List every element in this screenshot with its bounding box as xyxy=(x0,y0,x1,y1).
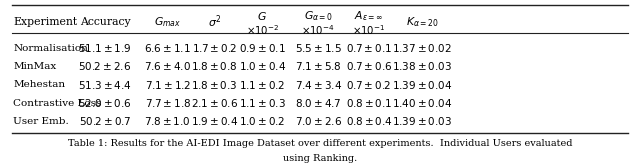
Text: $1.39 \pm 0.03$: $1.39 \pm 0.03$ xyxy=(392,115,452,127)
Text: $7.0 \pm 2.6$: $7.0 \pm 2.6$ xyxy=(294,115,342,127)
Text: $1.7 \pm 0.2$: $1.7 \pm 0.2$ xyxy=(192,42,237,54)
Text: $K_{\alpha=20}$: $K_{\alpha=20}$ xyxy=(406,15,438,29)
Text: $1.1 \pm 0.3$: $1.1 \pm 0.3$ xyxy=(239,97,285,109)
Text: $8.0 \pm 4.7$: $8.0 \pm 4.7$ xyxy=(295,97,341,109)
Text: $1.0 \pm 0.4$: $1.0 \pm 0.4$ xyxy=(239,60,285,72)
Text: $1.40 \pm 0.04$: $1.40 \pm 0.04$ xyxy=(392,97,452,109)
Text: $G$: $G$ xyxy=(257,10,267,22)
Text: $51.1 \pm 1.9$: $51.1 \pm 1.9$ xyxy=(78,42,132,54)
Text: Mehestan: Mehestan xyxy=(13,80,65,89)
Text: $7.6 \pm 4.0$: $7.6 \pm 4.0$ xyxy=(145,60,191,72)
Text: $0.7 \pm 0.2$: $0.7 \pm 0.2$ xyxy=(346,79,392,91)
Text: Normalisation: Normalisation xyxy=(13,43,88,52)
Text: Table 1: Results for the AI-EDI Image Dataset over different experiments.  Indiv: Table 1: Results for the AI-EDI Image Da… xyxy=(68,139,572,148)
Text: $A_{\epsilon=\infty}$: $A_{\epsilon=\infty}$ xyxy=(355,9,383,23)
Text: $G_{max}$: $G_{max}$ xyxy=(154,15,181,29)
Text: $1.39 \pm 0.04$: $1.39 \pm 0.04$ xyxy=(392,79,452,91)
Text: $1.37 \pm 0.02$: $1.37 \pm 0.02$ xyxy=(392,42,452,54)
Text: $1.8 \pm 0.8$: $1.8 \pm 0.8$ xyxy=(191,60,237,72)
Text: $1.0 \pm 0.2$: $1.0 \pm 0.2$ xyxy=(239,115,285,127)
Text: $1.9 \pm 0.4$: $1.9 \pm 0.4$ xyxy=(191,115,238,127)
Text: $\sigma^2$: $\sigma^2$ xyxy=(208,14,221,30)
Text: $0.7 \pm 0.6$: $0.7 \pm 0.6$ xyxy=(346,60,392,72)
Text: $6.6 \pm 1.1$: $6.6 \pm 1.1$ xyxy=(145,42,191,54)
Text: $1.1 \pm 0.2$: $1.1 \pm 0.2$ xyxy=(239,79,285,91)
Text: Accuracy: Accuracy xyxy=(79,17,131,27)
Text: $5.5 \pm 1.5$: $5.5 \pm 1.5$ xyxy=(294,42,342,54)
Text: Experiment: Experiment xyxy=(13,17,77,27)
Text: $7.8 \pm 1.0$: $7.8 \pm 1.0$ xyxy=(145,115,191,127)
Text: $50.2 \pm 2.6$: $50.2 \pm 2.6$ xyxy=(79,60,132,72)
Text: $\times10^{-1}$: $\times10^{-1}$ xyxy=(353,23,386,37)
Text: $G_{\alpha=0}$: $G_{\alpha=0}$ xyxy=(303,9,333,23)
Text: $0.8 \pm 0.4$: $0.8 \pm 0.4$ xyxy=(346,115,392,127)
Text: $0.7 \pm 0.1$: $0.7 \pm 0.1$ xyxy=(346,42,392,54)
Text: $7.4 \pm 3.4$: $7.4 \pm 3.4$ xyxy=(294,79,342,91)
Text: $0.8 \pm 0.1$: $0.8 \pm 0.1$ xyxy=(346,97,392,109)
Text: MinMax: MinMax xyxy=(13,62,56,71)
Text: $\times10^{-2}$: $\times10^{-2}$ xyxy=(246,23,279,37)
Text: $7.1 \pm 1.2$: $7.1 \pm 1.2$ xyxy=(145,79,191,91)
Text: $2.1 \pm 0.6$: $2.1 \pm 0.6$ xyxy=(191,97,238,109)
Text: $50.2 \pm 0.7$: $50.2 \pm 0.7$ xyxy=(79,115,131,127)
Text: $51.3 \pm 4.4$: $51.3 \pm 4.4$ xyxy=(78,79,132,91)
Text: $1.38 \pm 0.03$: $1.38 \pm 0.03$ xyxy=(392,60,452,72)
Text: $7.1 \pm 5.8$: $7.1 \pm 5.8$ xyxy=(295,60,342,72)
Text: $52.0 \pm 0.6$: $52.0 \pm 0.6$ xyxy=(78,97,132,109)
Text: User Emb.: User Emb. xyxy=(13,117,69,126)
Text: Contrastive Loss: Contrastive Loss xyxy=(13,99,102,108)
Text: $\times10^{-4}$: $\times10^{-4}$ xyxy=(301,23,335,37)
Text: $0.9 \pm 0.1$: $0.9 \pm 0.1$ xyxy=(239,42,285,54)
Text: $7.7 \pm 1.8$: $7.7 \pm 1.8$ xyxy=(145,97,191,109)
Text: $1.8 \pm 0.3$: $1.8 \pm 0.3$ xyxy=(191,79,237,91)
Text: using Ranking.: using Ranking. xyxy=(283,154,357,163)
